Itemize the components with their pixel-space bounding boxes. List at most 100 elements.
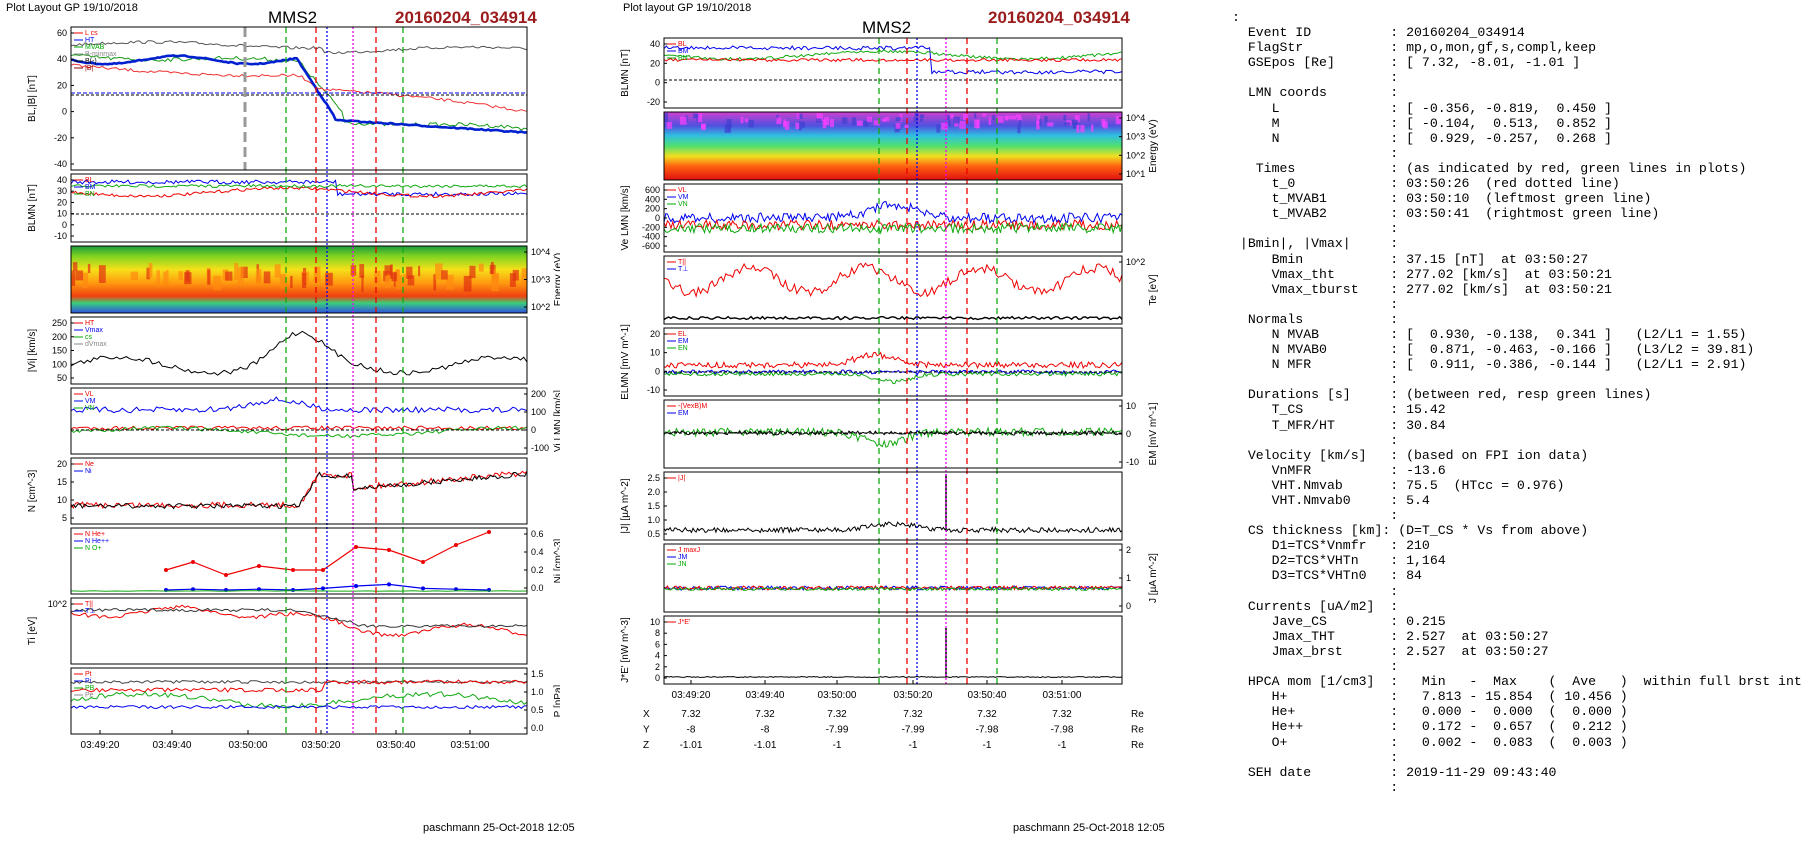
pos-value: 7.32 [90, 759, 110, 760]
spectrogram-cell [1071, 119, 1078, 125]
series-Vi [70, 330, 528, 376]
time-tick-label: 03:49:20 [672, 690, 711, 701]
legend-entry: BN [85, 191, 95, 198]
data-point-He [191, 560, 195, 564]
tick-label: 4 [655, 651, 660, 661]
axis-label: Ve LMN [km/s] [620, 185, 631, 250]
pos-row-label: Z [643, 740, 649, 751]
summary-line: N MFR : [ 0.911, -0.386, -0.144 ] (L2/L1… [1232, 357, 1747, 373]
summary-line: D3=TCS*VHTn0 : 84 [1232, 568, 1422, 584]
summary-line: Event ID : 20160204_034914 [1232, 25, 1525, 41]
pos-value: -7.99 [826, 725, 849, 736]
spectrogram-cell [1017, 117, 1022, 121]
left-title: MMS2 [268, 8, 318, 27]
summary-line: t_MVAB1 : 03:50:10 (leftmost green line) [1232, 191, 1652, 207]
tick-label: 5 [62, 513, 67, 523]
spectrogram-cell [988, 117, 992, 125]
axis-label: BL,|B| [nT] [27, 75, 38, 122]
spectrogram-cell [240, 266, 248, 279]
summary-line: D2=TCS*VHTn : 1,164 [1232, 553, 1446, 569]
tick-label: 0 [62, 107, 67, 117]
tick-label: 50 [57, 373, 67, 383]
time-tick-label: 03:50:00 [818, 690, 857, 701]
summary-line: He++ : 0.172 - 0.657 ( 0.212 ) [1232, 719, 1628, 735]
tick-label: 20 [57, 80, 67, 90]
spectrogram-cell [72, 262, 78, 271]
spectrogram-cell [1076, 124, 1080, 133]
legend-entry: JN [678, 561, 687, 568]
axis-label: Energy (eV) [553, 253, 560, 306]
tick-label: -40 [54, 159, 67, 169]
spectrogram-cell [290, 275, 293, 289]
tick-label: 1.5 [531, 669, 544, 679]
spectrogram-cell [225, 271, 233, 281]
tick-label: 10^2 [1126, 150, 1145, 160]
spectrogram-cell [274, 264, 281, 278]
spectrogram-cell [982, 113, 987, 117]
legend-entry: PB [85, 685, 95, 692]
series-EN [663, 369, 1123, 375]
spectrogram-cell [213, 275, 222, 291]
spectrogram-cell [184, 272, 192, 285]
tick-label: 0 [655, 673, 660, 683]
spectrogram-cell [795, 122, 800, 130]
spectrogram-cell [313, 266, 321, 283]
legend-entry: T|| [85, 601, 93, 608]
pos-value: -1 [909, 740, 918, 751]
tick-label: 2 [655, 662, 660, 672]
event-summary: : Event ID : 20160204_034914 FlagStr : m… [1232, 10, 1802, 810]
series-VN [70, 425, 528, 431]
spectrogram-cell [796, 113, 803, 119]
summary-line: Vmax_tburst : 277.02 [km/s] at 03:50:21 [1232, 281, 1612, 297]
series-Pi [70, 679, 528, 693]
series-Ni [70, 471, 528, 510]
data-point-He [164, 568, 168, 572]
spectrogram-cell [842, 117, 848, 124]
tick-label: 40 [57, 54, 67, 64]
legend-entry: -(VexB)M [678, 403, 707, 410]
spectrogram-cell [1004, 115, 1012, 120]
spectrogram-cell [782, 121, 787, 128]
data-point-He [487, 530, 491, 534]
summary-line: M : [ -0.104, 0.513, 0.852 ] [1232, 115, 1612, 131]
legend-entry: dVmax [85, 341, 107, 348]
series-BL [70, 54, 528, 134]
spectrogram-cell [130, 271, 138, 281]
time-tick-label: 03:50:00 [229, 740, 268, 751]
spectrogram-cell [509, 273, 516, 287]
spectrogram-cell [992, 114, 996, 121]
pos-unit: Re [1131, 740, 1144, 751]
tick-label: 2 [1126, 545, 1131, 555]
tick-label: 0.2 [531, 565, 544, 575]
tick-label: -10 [1126, 457, 1139, 467]
axis-label: BLMN [nT] [27, 184, 38, 232]
series-BN-lmn [70, 185, 528, 198]
spectrogram-cell [492, 272, 499, 286]
spectrogram-cell [279, 274, 286, 289]
series-Tperp [71, 607, 528, 629]
panel-frame [70, 457, 528, 525]
spectrogram-cell [823, 117, 830, 126]
time-tick-label: 03:51:00 [451, 740, 490, 751]
spectrogram-cell [1063, 114, 1067, 121]
axis-label: |J| [µA m^-2] [620, 478, 631, 533]
panel-frame [70, 316, 528, 385]
summary-line: CS thickness [km]: (D=T_CS * Vs from abo… [1232, 523, 1589, 539]
spectrogram-cell [936, 124, 941, 133]
axis-label: N [cm^-3] [27, 470, 38, 513]
axis-label: EM [mV m^-1] [1148, 402, 1159, 465]
summary-line: D1=TCS*Vnmfr : 210 [1232, 538, 1430, 554]
spectrogram-cell [256, 268, 262, 283]
spectrogram-cell [941, 122, 948, 130]
pos-value: 7.32 [238, 759, 258, 760]
tick-label: 6 [655, 639, 660, 649]
panel-frame [70, 527, 528, 595]
time-tick-label: 03:49:40 [153, 740, 192, 751]
spectrogram-cell [693, 113, 700, 119]
time-tick-label: 03:50:40 [968, 690, 1007, 701]
spectrogram-cell [959, 121, 966, 129]
summary-line: : [1232, 10, 1240, 25]
summary-line: H+ : 7.813 - 15.854 ( 10.456 ) [1232, 689, 1628, 705]
tick-label: 1.0 [647, 515, 660, 525]
legend-entry: BL [678, 41, 687, 48]
